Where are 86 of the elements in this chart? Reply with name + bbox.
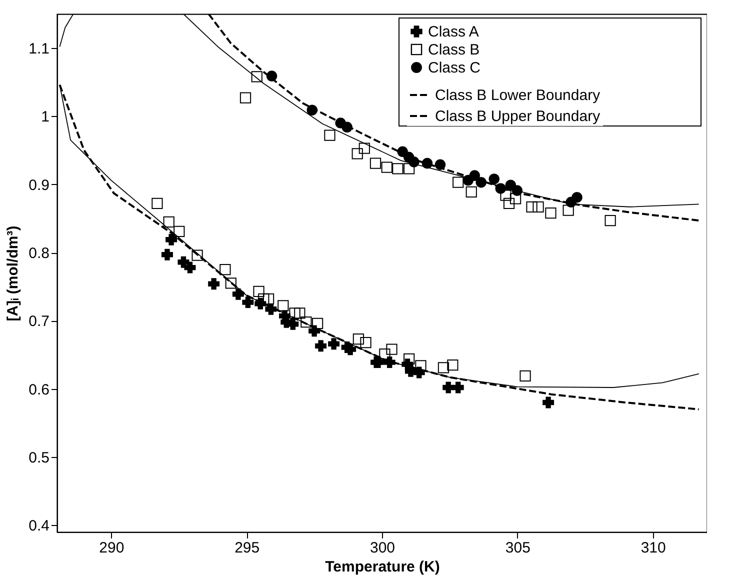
point: [328, 338, 340, 350]
point: [358, 142, 370, 154]
point: [386, 344, 398, 355]
point: [242, 296, 254, 308]
point: [510, 193, 522, 204]
point: [306, 104, 318, 116]
point: [352, 334, 364, 345]
legend-label: Class B: [428, 42, 480, 58]
point: [604, 214, 616, 226]
point: [324, 130, 336, 141]
point: [500, 190, 512, 201]
point: [469, 170, 480, 181]
point: [392, 163, 404, 174]
y-tick-label: 0.4: [28, 518, 50, 535]
point: [447, 359, 458, 371]
point: [278, 300, 289, 312]
y-tick-label: 0.9: [28, 176, 50, 194]
x-tick-label: 290: [99, 540, 124, 556]
point: [289, 308, 300, 319]
y-tick-label: 0.5: [28, 450, 50, 467]
point: [505, 180, 516, 190]
point: [262, 293, 274, 304]
point: [545, 207, 556, 219]
point: [184, 262, 196, 274]
point: [434, 159, 446, 170]
point: [562, 204, 574, 216]
point: [192, 250, 203, 261]
point: [384, 356, 396, 368]
x-tick-label: 295: [234, 540, 260, 556]
point: [404, 353, 415, 364]
point: [520, 370, 531, 382]
point: [360, 336, 372, 348]
point: [253, 286, 264, 297]
point: [476, 176, 486, 188]
point: [315, 340, 327, 352]
point: [251, 71, 262, 82]
point: [532, 201, 544, 212]
y-tick-label: 0.7: [28, 313, 50, 330]
legend-label: Class C: [428, 60, 481, 76]
legend-label: Class A: [428, 24, 479, 40]
point: [163, 216, 174, 228]
point: [404, 163, 415, 174]
point: [452, 176, 464, 188]
point: [232, 288, 244, 300]
point: [381, 162, 392, 173]
point: [166, 234, 178, 246]
point: [415, 360, 426, 372]
point: [438, 362, 450, 374]
point: [452, 382, 464, 394]
point: [294, 308, 306, 319]
point: [174, 226, 185, 237]
x-tick-label: 300: [370, 540, 396, 556]
y-tick-label: 0.6: [28, 381, 50, 398]
point: [220, 264, 231, 276]
legend-label: Class B Upper Boundary: [435, 108, 601, 125]
point: [161, 248, 173, 260]
point: [342, 122, 352, 133]
point: [300, 316, 312, 328]
point: [503, 198, 515, 210]
point: [495, 183, 506, 194]
point: [152, 198, 163, 210]
point: [542, 396, 554, 408]
point: [266, 70, 278, 82]
y-tick-label: 1: [41, 108, 50, 126]
y-tick-label: 0.8: [28, 245, 50, 262]
point: [240, 92, 252, 104]
point: [370, 158, 382, 169]
point: [572, 192, 582, 203]
point: [265, 303, 277, 315]
y-tick-label: 1.1: [28, 40, 50, 58]
point: [379, 348, 390, 360]
point: [512, 185, 523, 196]
point: [422, 158, 433, 169]
legend-label: Class B Lower Boundary: [435, 87, 601, 104]
point: [225, 278, 236, 289]
point: [488, 174, 500, 184]
point: [466, 186, 477, 198]
point: [352, 148, 363, 160]
y-axis-title: [A]ᵢ (mol/dm³): [4, 226, 22, 322]
point: [312, 318, 324, 329]
point: [526, 201, 538, 212]
point: [208, 278, 220, 290]
x-tick-label: 310: [640, 540, 666, 556]
x-tick-label: 305: [505, 540, 530, 556]
x-axis-title: Temperature (K): [325, 558, 440, 576]
point: [408, 156, 420, 168]
